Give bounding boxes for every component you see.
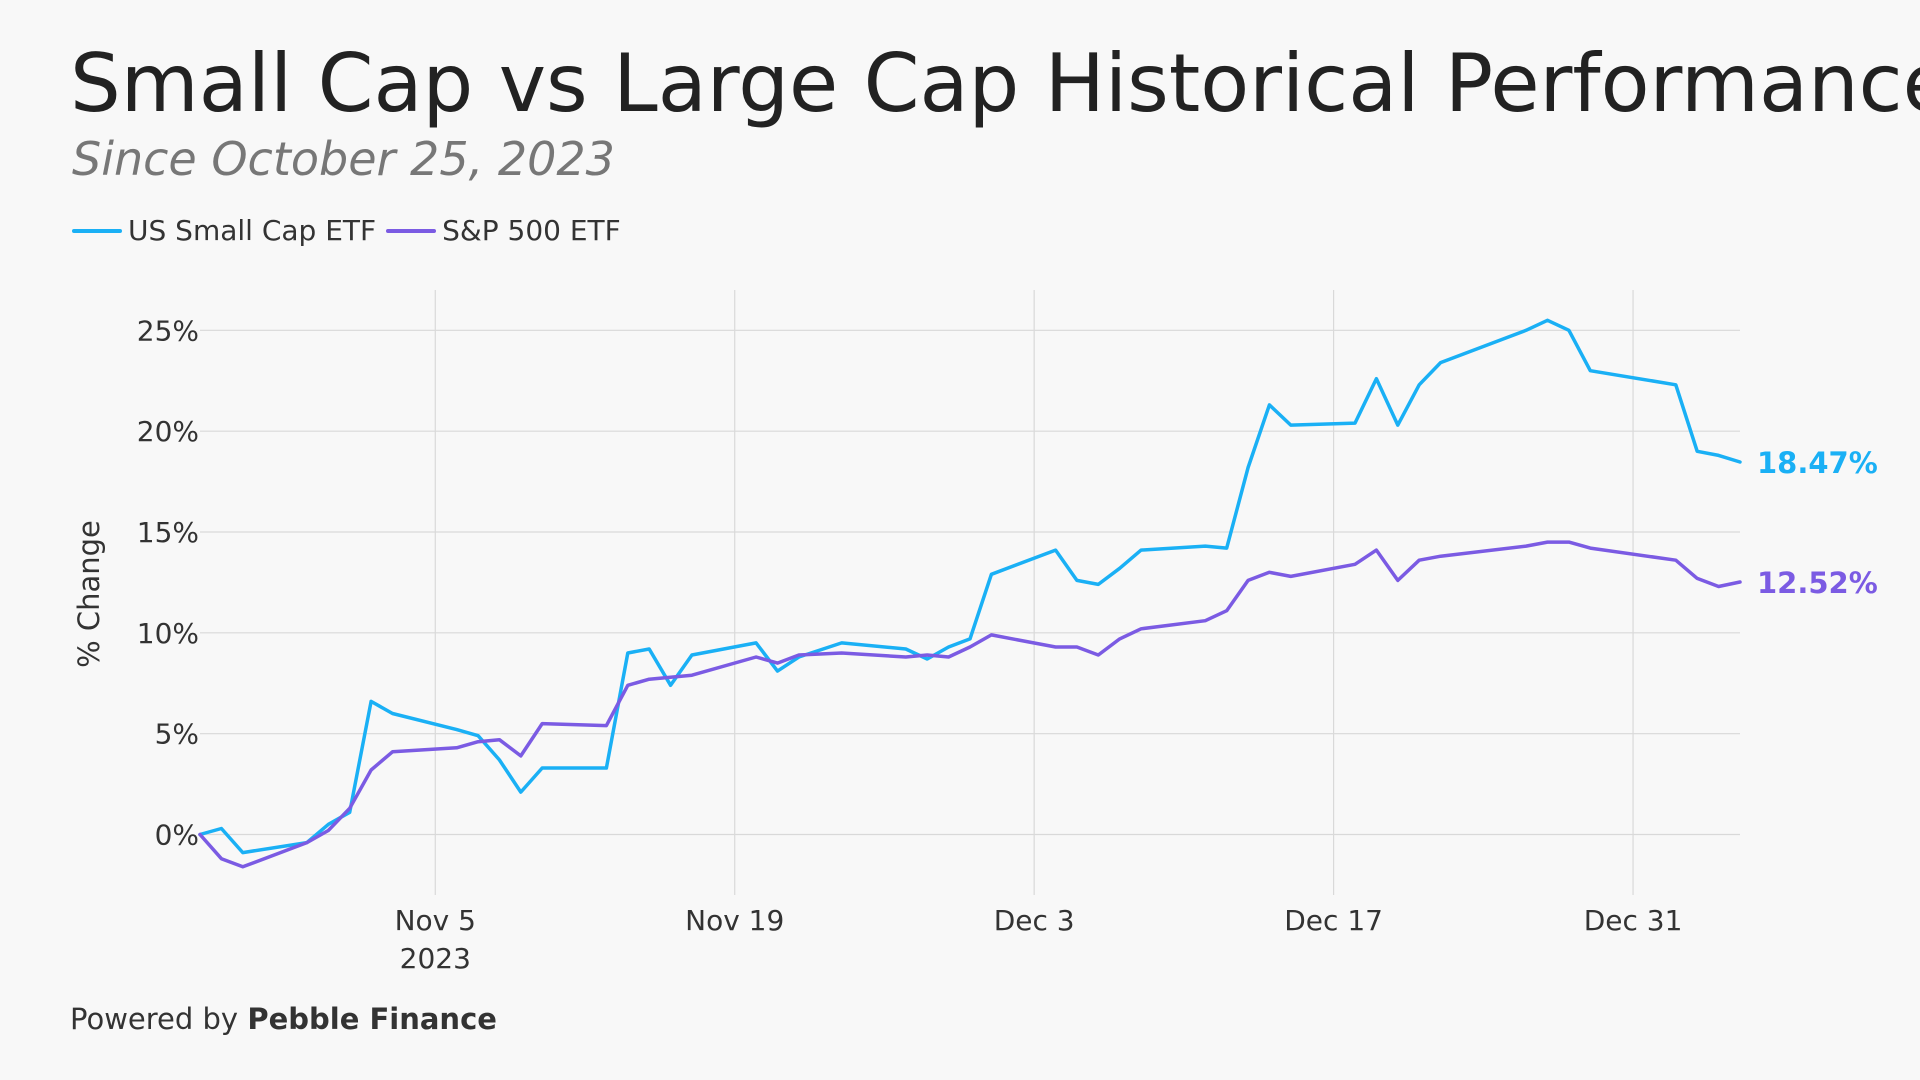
chart-title: Small Cap vs Large Cap Historical Perfor… [70, 37, 1920, 130]
y-tick-label: 10% [137, 617, 199, 650]
y-tick-label: 15% [137, 516, 199, 549]
end-label-0: 18.47% [1757, 446, 1878, 480]
y-tick-label: 5% [155, 718, 199, 751]
series-lines [198, 318, 1742, 869]
y-axis-label: % Change [72, 520, 106, 668]
legend-item-sp500: S&P 500 ETF [386, 214, 621, 247]
end-labels: 18.47% 12.52% [1757, 446, 1878, 600]
legend-item-small-cap: US Small Cap ETF [72, 214, 376, 247]
x-tick-label: Nov 19 [685, 904, 784, 937]
axes: 0% 5% 10% 15% 20% 25% Nov 5 2023 Nov 19 Dec 3 Dec … [137, 314, 1683, 975]
chart-subtitle: Since October 25, 2023 [72, 132, 615, 186]
series-line-1 [198, 540, 1742, 869]
end-label-1: 12.52% [1757, 566, 1878, 600]
series-line-0 [198, 318, 1742, 855]
legend-label-sp500: S&P 500 ETF [442, 214, 621, 247]
x-tick-label: Dec 17 [1284, 904, 1383, 937]
footer-prefix: Powered by [70, 1002, 248, 1036]
y-tick-label: 20% [137, 415, 199, 448]
x-tick-label: Nov 5 [395, 904, 476, 937]
chart-legend: US Small Cap ETF S&P 500 ETF [72, 214, 621, 247]
x-tick-label: Dec 3 [994, 904, 1075, 937]
y-tick-label: 0% [155, 819, 199, 852]
gridlines [200, 290, 1740, 895]
footer-credit: Powered by Pebble Finance [70, 1002, 497, 1036]
footer-brand: Pebble Finance [247, 1002, 497, 1036]
x-tick-label: Dec 31 [1584, 904, 1683, 937]
legend-swatch-small-cap [72, 228, 122, 233]
y-tick-label: 25% [137, 314, 199, 347]
legend-swatch-sp500 [386, 228, 437, 233]
legend-label-small-cap: US Small Cap ETF [128, 214, 377, 247]
x-tick-sublabel: 2023 [400, 942, 471, 975]
